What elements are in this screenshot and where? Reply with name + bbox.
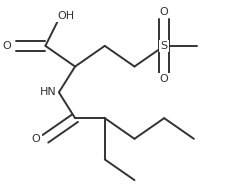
Text: HN: HN xyxy=(40,87,56,97)
Text: O: O xyxy=(2,41,11,51)
Text: O: O xyxy=(32,134,40,144)
Text: O: O xyxy=(160,7,169,17)
Text: O: O xyxy=(160,74,169,84)
Text: OH: OH xyxy=(57,11,74,21)
Text: S: S xyxy=(161,41,168,51)
